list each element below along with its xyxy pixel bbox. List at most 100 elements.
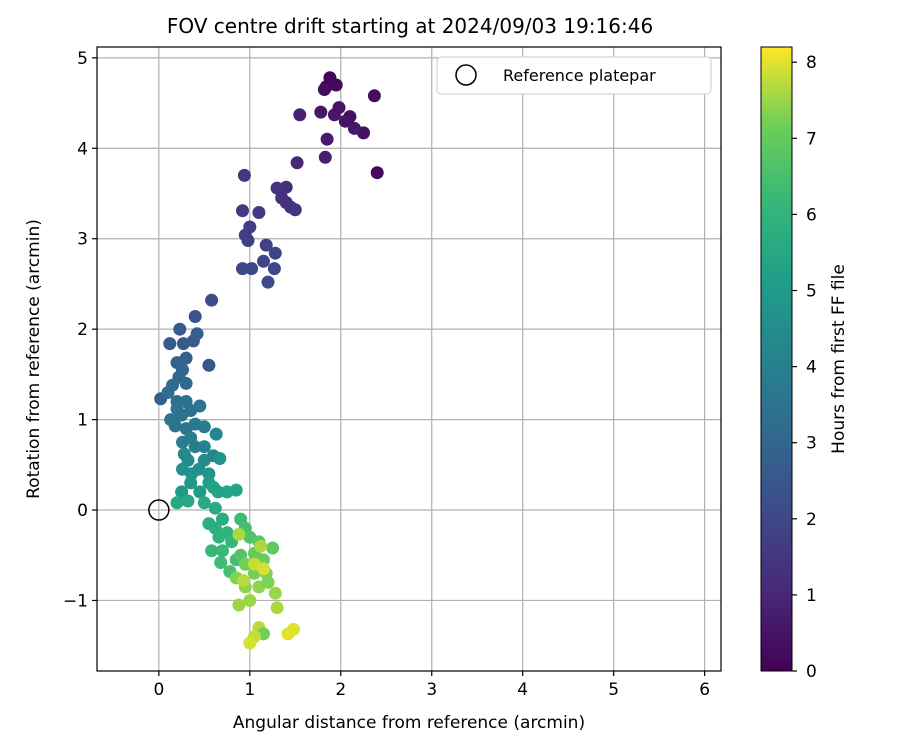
data-point — [179, 376, 193, 390]
data-point — [290, 156, 304, 170]
data-point — [161, 386, 175, 399]
x-tick-label: 4 — [517, 680, 528, 700]
data-point — [254, 539, 268, 553]
data-point — [237, 168, 251, 182]
data-point — [173, 322, 187, 336]
data-point — [184, 476, 198, 490]
data-point — [229, 483, 243, 497]
data-point — [211, 485, 225, 499]
y-tick-label: 1 — [77, 411, 88, 431]
data-point — [338, 114, 352, 128]
data-point — [208, 501, 222, 515]
data-point — [205, 544, 219, 558]
data-points — [148, 71, 384, 650]
data-point — [216, 512, 229, 526]
data-point — [243, 636, 257, 650]
x-axis-ticks: 0 1 2 3 4 5 6 — [153, 671, 710, 700]
data-point — [252, 206, 266, 219]
plot-frame — [96, 46, 722, 672]
x-tick-label: 5 — [608, 680, 619, 700]
legend-box — [436, 56, 712, 95]
data-point — [318, 150, 332, 164]
data-point — [245, 262, 259, 276]
data-point — [267, 262, 281, 276]
legend-label: Reference platepar — [503, 66, 656, 85]
data-point — [288, 203, 302, 217]
data-point — [266, 541, 280, 555]
x-tick-label: 2 — [335, 680, 346, 700]
data-point — [279, 196, 293, 209]
data-point — [213, 452, 227, 465]
data-point — [168, 419, 182, 433]
legend-marker — [455, 64, 477, 86]
colorbar-tick-label: 6 — [806, 205, 817, 225]
data-point — [176, 337, 190, 351]
data-point — [193, 399, 207, 413]
y-tick-label: 5 — [77, 49, 88, 69]
data-point — [209, 427, 223, 441]
y-tick-label: −1 — [63, 591, 88, 611]
colorbar-ticks: 0 1 2 3 4 5 6 7 8 — [792, 53, 817, 682]
y-tick-label: 3 — [77, 230, 88, 250]
x-tick-label: 0 — [153, 680, 164, 700]
data-point — [238, 557, 252, 571]
colorbar-tick-label: 7 — [806, 129, 817, 149]
colorbar-tick-label: 3 — [806, 434, 817, 454]
y-tick-label: 0 — [77, 501, 88, 521]
data-point — [175, 485, 189, 499]
data-point — [261, 575, 275, 589]
colorbar-tick-label: 8 — [806, 53, 817, 73]
data-point — [176, 435, 189, 449]
colorbar-tick-label: 4 — [806, 358, 817, 378]
data-point — [197, 496, 211, 510]
data-point — [188, 440, 202, 454]
data-point — [259, 238, 273, 252]
data-point — [261, 275, 275, 289]
colorbar: 0 1 2 3 4 5 6 7 8 Hours from first FF file — [760, 46, 849, 682]
data-point — [257, 562, 270, 576]
data-point — [257, 254, 270, 268]
colorbar-tick-label: 0 — [806, 662, 817, 682]
data-point — [236, 204, 249, 218]
data-point — [314, 105, 328, 119]
colorbar-label: Hours from first FF file — [829, 264, 849, 454]
data-point — [241, 234, 255, 247]
data-point — [232, 527, 246, 541]
x-axis-label: Angular distance from reference (arcmin) — [233, 713, 585, 733]
data-point — [205, 293, 219, 307]
colorbar-tick-label: 5 — [806, 282, 817, 302]
data-point — [329, 78, 343, 92]
x-tick-label: 6 — [699, 680, 710, 700]
data-point — [327, 108, 341, 122]
x-tick-label: 1 — [244, 680, 255, 700]
colorbar-tick-label: 1 — [806, 586, 817, 606]
data-point — [170, 496, 184, 510]
reference-point-marker — [148, 499, 170, 521]
data-point — [270, 601, 284, 615]
data-point — [347, 121, 361, 135]
data-point — [268, 246, 282, 260]
data-point — [188, 310, 202, 323]
data-point — [370, 166, 384, 180]
data-point — [202, 358, 216, 372]
data-point — [214, 556, 228, 569]
legend: Reference platepar — [436, 56, 712, 95]
data-point — [317, 83, 331, 96]
y-axis-ticks: −1 0 1 2 3 4 5 — [63, 49, 97, 611]
data-point — [268, 586, 282, 600]
data-point — [320, 132, 334, 146]
data-point — [193, 485, 207, 499]
x-tick-label: 3 — [426, 680, 437, 700]
data-point — [367, 89, 381, 103]
data-point — [197, 440, 211, 454]
colorbar-tick-label: 2 — [806, 510, 817, 530]
data-point — [163, 337, 177, 351]
data-point — [236, 262, 249, 276]
y-tick-label: 2 — [77, 320, 88, 340]
data-point — [270, 181, 284, 195]
data-point — [197, 420, 211, 434]
data-point — [170, 402, 184, 416]
data-point — [190, 327, 204, 341]
